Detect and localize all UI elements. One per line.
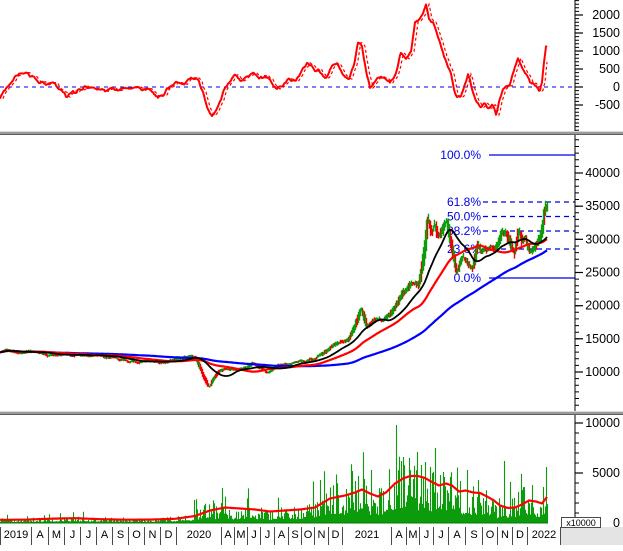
- x-axis-label-M: M: [48, 527, 64, 545]
- oscillator-panel: 2000 1500 1000 500 0 -500: [0, 0, 620, 131]
- x-axis-label-O: O: [128, 527, 144, 545]
- oscillator-signal-line: [2, 2, 548, 118]
- y-axis-tick-label: 1000: [592, 44, 620, 58]
- oscillator-line: [0, 3, 548, 117]
- price-panel: 100.0%61.8%50.0%38.2%23.6%0.0%4000035000…: [0, 135, 620, 411]
- x-axis-label-J: J: [64, 527, 80, 545]
- x-axis-label-A: A: [96, 527, 112, 545]
- y-axis-tick-label: 30000: [585, 232, 620, 246]
- x-axis-label-J: J: [80, 527, 96, 545]
- y-axis-minor-ticks: [575, 139, 579, 406]
- x-axis-label-D: D: [512, 527, 527, 545]
- y-axis-tick-label: 1500: [592, 26, 620, 40]
- y-axis-tick-label: 5000: [592, 466, 620, 480]
- fib-label: 61.8%: [447, 195, 481, 209]
- y-axis-tick-label: 10000: [585, 416, 620, 430]
- y-axis-tick-label: 0: [613, 516, 620, 530]
- x-axis-label-A: A: [391, 527, 406, 545]
- x-axis-label-J: J: [419, 527, 433, 545]
- x-axis-label-J: J: [260, 527, 274, 545]
- x-axis-label-O: O: [482, 527, 497, 545]
- x-axis-label-S: S: [288, 527, 301, 545]
- x-axis-label-2019: 2019: [0, 527, 31, 545]
- x-axis-label-J: J: [247, 527, 260, 545]
- x-axis-label-D: D: [328, 527, 342, 545]
- panel-separator: [0, 411, 623, 415]
- x-axis-label-M: M: [406, 527, 419, 545]
- x-axis-label-A: A: [274, 527, 288, 545]
- volume-ma-line: [0, 474, 548, 521]
- x-axis-label-2022: 2022: [527, 527, 560, 545]
- x-axis-label-N: N: [497, 527, 512, 545]
- volume-bars: [0, 425, 549, 523]
- x-axis-blank-cell: [560, 527, 623, 545]
- x-axis: 2019 A M J J A S O N D 2020 A M J J A S O N D 2021 A M J J A S O N D 2…: [0, 527, 623, 546]
- x-axis-label-A: A: [31, 527, 48, 545]
- x-axis-label-J: J: [433, 527, 448, 545]
- ma-fast-line: [0, 228, 548, 377]
- y-axis-tick-label: 500: [599, 62, 620, 76]
- volume-panel: 10000 5000 0: [0, 415, 620, 530]
- fib-label: 50.0%: [447, 210, 481, 224]
- y-axis-tick-label: 15000: [585, 332, 620, 346]
- x-axis-label-A: A: [221, 527, 234, 545]
- fib-label: 0.0%: [454, 271, 482, 285]
- y-axis-minor-ticks: [575, 0, 579, 131]
- y-axis-tick-label: 20000: [585, 299, 620, 313]
- y-axis-tick-label: 25000: [585, 266, 620, 280]
- x-axis-label-N: N: [144, 527, 160, 545]
- y-axis-tick-label: 40000: [585, 166, 620, 180]
- x-axis-label-M: M: [234, 527, 247, 545]
- x-axis-label-2021: 2021: [342, 527, 391, 545]
- x-axis-label-O: O: [301, 527, 314, 545]
- y-axis-tick-label: 2000: [592, 8, 620, 22]
- x-axis-label-S: S: [465, 527, 482, 545]
- y-axis-tick-label: 35000: [585, 199, 620, 213]
- y-axis-tick-label: -500: [595, 98, 620, 112]
- panel-separator: [0, 131, 623, 135]
- ma-slow-line: [0, 249, 548, 368]
- x-axis-label-N: N: [314, 527, 328, 545]
- x-axis-label-A: A: [448, 527, 465, 545]
- fib-label: 23.6%: [447, 242, 481, 256]
- volume-unit-label: x10000: [561, 517, 601, 528]
- x-axis-label-D: D: [160, 527, 176, 545]
- y-axis-tick-label: 10000: [585, 365, 620, 379]
- fib-label: 100.0%: [440, 148, 481, 162]
- y-axis-tick-label: 0: [613, 80, 620, 94]
- x-axis-label-S: S: [112, 527, 128, 545]
- x-axis-label-2020: 2020: [176, 527, 221, 545]
